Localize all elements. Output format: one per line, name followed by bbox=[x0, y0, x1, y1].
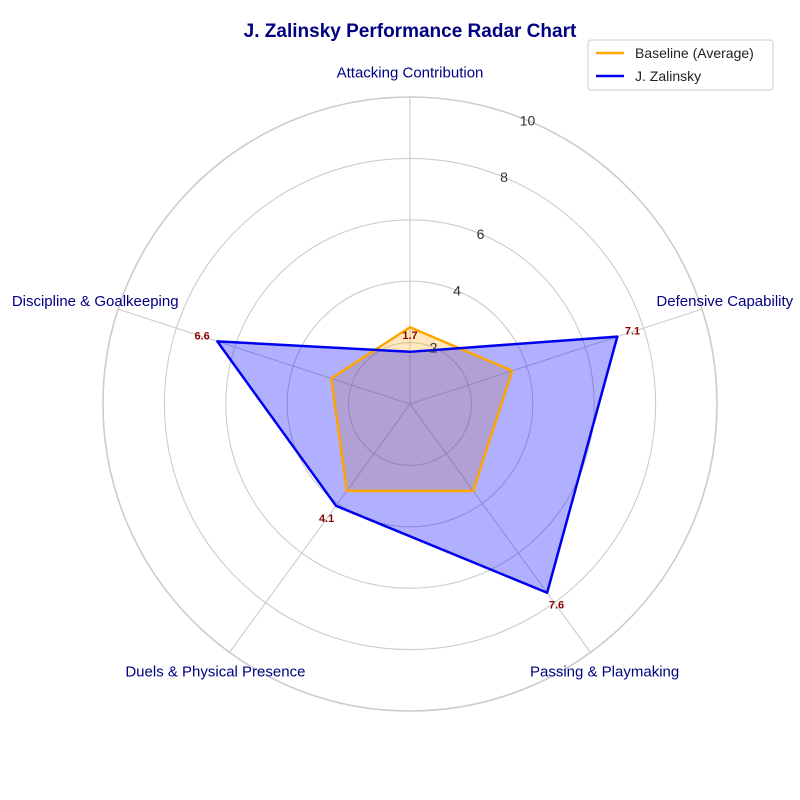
data-label: 1.7 bbox=[402, 330, 417, 342]
series-line bbox=[216, 335, 619, 595]
radial-tick-label: 8 bbox=[500, 169, 508, 185]
grid-spoke bbox=[117, 308, 411, 405]
radial-tick-labels: 2 4 6 8 10 bbox=[430, 112, 536, 355]
axis-label: Passing & Playmaking bbox=[530, 663, 679, 680]
axis-labels: Attacking Contribution Defensive Capabili… bbox=[12, 65, 794, 681]
grid-spoke bbox=[409, 308, 703, 405]
radial-tick-label: 6 bbox=[477, 226, 485, 242]
series-area bbox=[331, 327, 513, 491]
legend: Baseline (Average) J. Zalinsky bbox=[587, 39, 774, 91]
data-label: 7.1 bbox=[625, 326, 640, 338]
data-label: 6.6 bbox=[194, 330, 209, 342]
series-area bbox=[217, 336, 618, 593]
legend-label: J. Zalinsky bbox=[635, 68, 701, 84]
radial-tick-label: 10 bbox=[520, 112, 536, 128]
data-label: 7.6 bbox=[549, 600, 564, 612]
legend-label: Baseline (Average) bbox=[635, 45, 754, 61]
legend-box bbox=[587, 39, 774, 91]
radial-tick-label: 2 bbox=[430, 339, 438, 355]
radar-series bbox=[216, 326, 619, 595]
chart-title: J. Zalinsky Performance Radar Chart bbox=[244, 21, 577, 42]
grid-spoke bbox=[229, 403, 411, 653]
radial-tick-label: 4 bbox=[453, 283, 461, 299]
data-labels: 1.7 7.1 7.6 4.1 6.6 bbox=[194, 326, 640, 612]
axis-label: Discipline & Goalkeeping bbox=[12, 293, 179, 310]
axis-label: Attacking Contribution bbox=[337, 65, 484, 82]
axis-label: Duels & Physical Presence bbox=[125, 663, 305, 680]
series-line bbox=[329, 326, 514, 493]
data-label: 4.1 bbox=[319, 513, 334, 525]
grid-spoke bbox=[409, 403, 591, 653]
axis-label: Defensive Capability bbox=[656, 293, 793, 310]
radar-grid bbox=[102, 96, 718, 712]
